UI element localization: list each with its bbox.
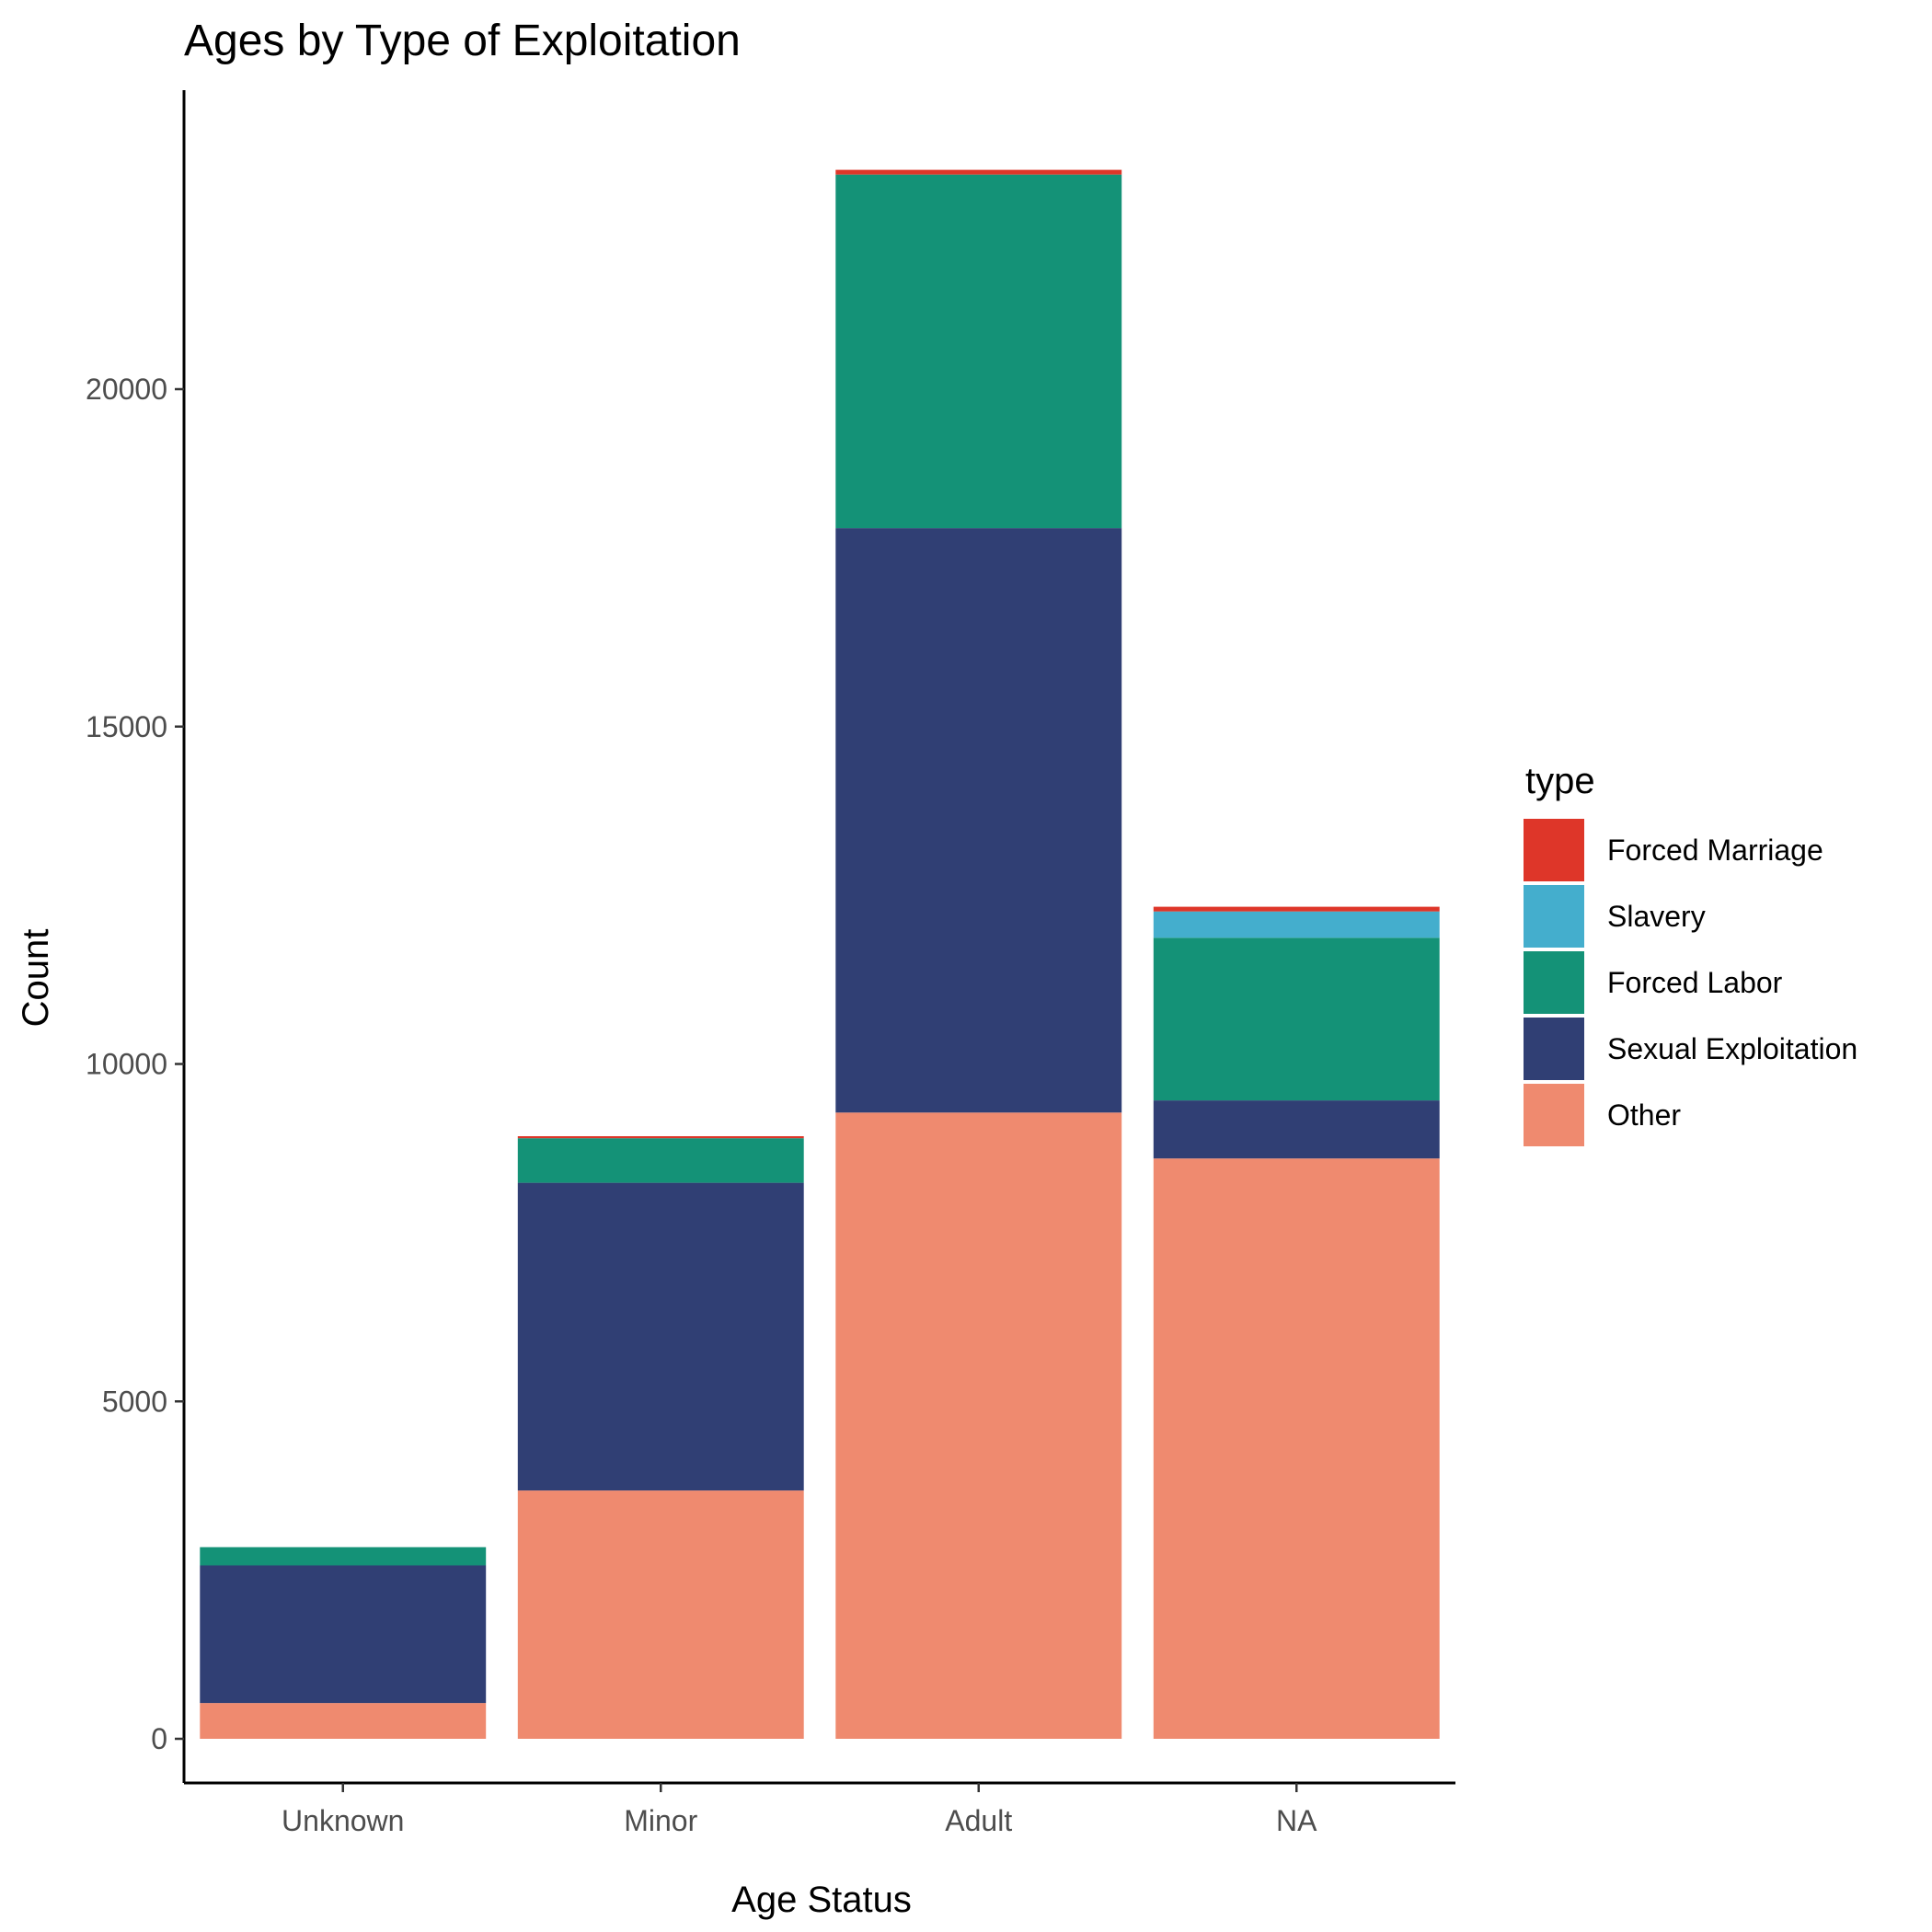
x-tick-label-na: NA [1276,1804,1317,1837]
legend-key-forced-labor [1524,951,1584,1014]
x-tick-label-adult: Adult [945,1804,1012,1837]
legend-key-sexual-exploitation [1524,1018,1584,1080]
bar-adult-forced-marriage [835,169,1122,175]
bar-minor-forced-marriage [517,1136,804,1139]
legend-label-sexual-exploitation: Sexual Exploitation [1607,1032,1857,1065]
bar-adult-other [835,1112,1122,1739]
legend-label-forced-labor: Forced Labor [1607,966,1783,999]
bar-na-other [1153,1158,1440,1739]
x-tick-label-minor: Minor [624,1804,697,1837]
legend-label-forced-marriage: Forced Marriage [1607,834,1823,867]
bars-group [200,169,1440,1739]
bar-minor-other [517,1490,804,1739]
bar-minor-sexual-exploitation [517,1182,804,1491]
bar-na-forced-marriage [1153,906,1440,912]
bar-unknown-other [200,1703,487,1739]
x-tick-label-unknown: Unknown [282,1804,404,1837]
x-axis-label: Age Status [731,1880,912,1920]
legend-label-other: Other [1607,1098,1681,1132]
bar-adult-forced-labor [835,174,1122,529]
bar-na-sexual-exploitation [1153,1100,1440,1159]
legend-key-slavery [1524,885,1584,948]
legend-key-other [1524,1084,1584,1146]
bar-unknown-forced-labor [200,1547,487,1566]
bar-unknown-sexual-exploitation [200,1565,487,1704]
y-axis: 0 5000 10000 15000 20000 [86,90,186,1783]
legend-title: type [1525,761,1595,801]
y-tick-label: 5000 [102,1385,167,1418]
y-axis-label: Count [16,929,56,1028]
legend-key-forced-marriage [1524,819,1584,881]
legend-label-slavery: Slavery [1607,900,1706,933]
bar-na-slavery [1153,911,1440,938]
bar-adult-sexual-exploitation [835,528,1122,1113]
y-tick-label: 20000 [86,373,167,406]
bar-na-forced-labor [1153,937,1440,1101]
bar-minor-forced-labor [517,1138,804,1183]
y-tick-label: 0 [151,1722,167,1755]
y-tick-label: 15000 [86,710,167,743]
y-tick-label: 10000 [86,1048,167,1081]
x-axis: Unknown Minor Adult NA [184,1781,1455,1837]
chart-title: Ages by Type of Exploitation [184,17,741,65]
legend: type Forced Marriage Slavery Forced Labor S… [1524,761,1857,1146]
